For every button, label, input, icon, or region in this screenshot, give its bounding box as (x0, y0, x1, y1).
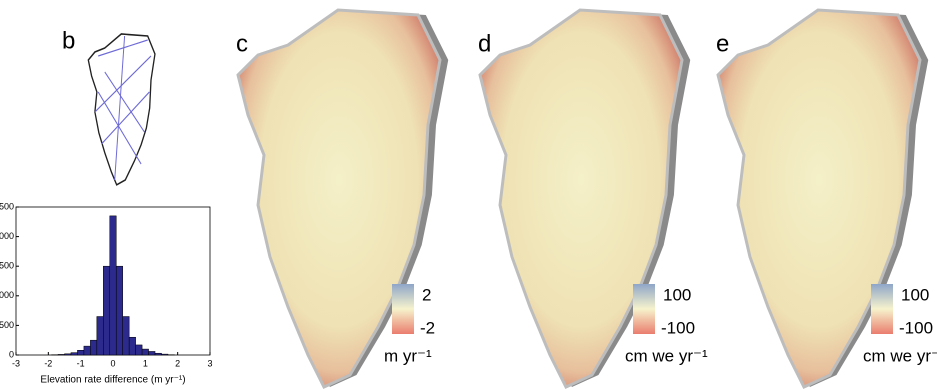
bar (142, 349, 148, 355)
y-tick-label: 1500 (0, 261, 14, 271)
x-tick-label: 3 (207, 358, 212, 368)
bar (110, 216, 116, 355)
bar (58, 354, 64, 355)
bar (149, 351, 155, 355)
figure: b c 2 -2 m yr⁻¹ d 100 -100 cm we yr⁻¹ e 100 -100 cm … (0, 0, 937, 390)
coast (88, 34, 155, 185)
y-tick-label: 500 (0, 320, 14, 330)
panel-label: c (236, 30, 248, 57)
colorbar-unit: cm we yr⁻¹ (625, 346, 708, 365)
x-tick-label: 0 (110, 358, 115, 368)
bar (162, 354, 168, 355)
colorbar-min: -100 (661, 318, 695, 337)
x-tick-label: 2 (175, 358, 180, 368)
y-tick-label: 2000 (0, 231, 14, 241)
y-tick-label: 1000 (0, 290, 14, 300)
bar (103, 266, 109, 355)
colorbar (633, 284, 655, 334)
bar (90, 340, 96, 355)
colorbar-unit: cm we yr⁻¹ (863, 346, 937, 365)
ice-map (480, 10, 690, 387)
colorbar (392, 284, 414, 334)
panel-label: d (478, 30, 491, 57)
colorbar-min: -100 (899, 318, 933, 337)
bar (77, 350, 83, 355)
bar (71, 353, 77, 355)
bar (97, 317, 103, 355)
colorbar-max: 100 (901, 285, 929, 304)
y-tick-label: 2500 (0, 201, 14, 211)
bar (123, 317, 129, 355)
x-tick-label: -3 (12, 358, 20, 368)
bar (155, 353, 161, 355)
colorbar-unit: m yr⁻¹ (384, 346, 432, 365)
colorbar-min: -2 (420, 318, 435, 337)
colorbar (871, 284, 893, 334)
bar (84, 346, 90, 355)
bar (129, 337, 135, 355)
x-tick-label: -2 (44, 358, 52, 368)
ice-map (718, 10, 928, 387)
bar (116, 266, 122, 355)
x-tick-label: 1 (143, 358, 148, 368)
x-axis-label: Elevation rate difference (m yr⁻¹) (40, 375, 185, 386)
bar (136, 345, 142, 355)
panel-label: e (716, 30, 729, 57)
bar (65, 354, 71, 355)
ice-map (238, 10, 448, 387)
x-tick-label: -1 (77, 358, 85, 368)
panel-label: b (62, 27, 75, 54)
colorbar-max: 2 (422, 285, 431, 304)
colorbar-max: 100 (663, 285, 691, 304)
tracks-map (88, 34, 155, 185)
